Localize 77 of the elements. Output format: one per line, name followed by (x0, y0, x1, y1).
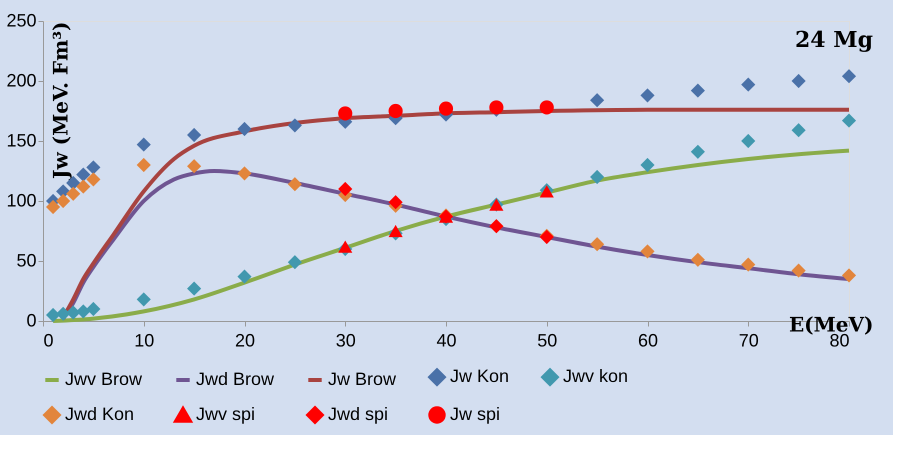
point (136, 138, 151, 152)
x-tick-label: 0 (44, 330, 54, 350)
x-tick-label: 20 (234, 330, 256, 350)
x-tick-label: 50 (537, 330, 558, 350)
point (590, 237, 604, 252)
point (86, 172, 100, 186)
legend-label: Jwv kon (563, 366, 628, 386)
point (842, 69, 856, 84)
x-tick-label: 40 (436, 330, 457, 350)
point (540, 100, 554, 114)
y-tick-label: 50 (16, 250, 36, 270)
point (76, 168, 90, 182)
point (288, 118, 302, 132)
x-tick-label: 30 (336, 330, 356, 350)
point (438, 102, 454, 116)
legend-label: Jwd spi (328, 404, 388, 424)
point (792, 74, 806, 88)
point (640, 88, 655, 102)
point (46, 200, 60, 214)
point (46, 308, 60, 322)
point (640, 158, 655, 172)
point (489, 100, 504, 114)
y-tick-label: 250 (6, 10, 36, 30)
point (76, 304, 90, 318)
point (338, 240, 352, 253)
point (76, 180, 90, 194)
point (86, 160, 100, 174)
point (741, 78, 756, 92)
point (187, 159, 202, 174)
point (388, 224, 403, 238)
legend-label: Jwv spi (196, 404, 256, 424)
point (288, 255, 302, 270)
point (136, 158, 151, 172)
x-tick-label: 70 (738, 330, 759, 350)
point (237, 166, 252, 180)
point (56, 306, 70, 321)
point (792, 264, 806, 278)
point (187, 282, 202, 296)
x-tick-label: 10 (134, 330, 154, 350)
point (741, 258, 756, 272)
point (388, 104, 403, 118)
point (842, 114, 856, 128)
point (338, 106, 352, 120)
point (338, 182, 352, 196)
x-tick-label: 80 (829, 330, 850, 350)
legend-label: Jw Kon (450, 366, 510, 386)
point (690, 144, 705, 159)
point (288, 177, 302, 192)
legend-label: Jwd Kon (65, 404, 134, 424)
point (590, 93, 604, 108)
point (66, 186, 80, 201)
legend-label: Jw Brow (328, 369, 398, 389)
x-tick-label: 60 (638, 330, 658, 350)
point (388, 195, 403, 210)
point (86, 302, 100, 316)
point (690, 84, 705, 98)
point (640, 244, 655, 258)
y-tick-label: 0 (26, 310, 36, 330)
point (237, 122, 252, 136)
point (690, 252, 705, 267)
y-tick-label: 150 (6, 130, 36, 150)
point (741, 134, 756, 148)
chart-title: 24 Mg (794, 27, 873, 53)
y-tick-label: 100 (6, 190, 36, 210)
legend-label: Jwd Brow (196, 369, 276, 389)
point (842, 268, 856, 282)
point (237, 270, 252, 284)
legend-label: Jw spi (450, 404, 500, 424)
legend-label: Jwv Brow (65, 369, 144, 389)
point (56, 194, 70, 208)
point (136, 292, 151, 306)
point (792, 123, 806, 138)
point (590, 170, 604, 184)
y-axis-title: Jw (MeV. Fm³) (48, 22, 72, 181)
point (66, 306, 80, 320)
y-tick-label: 200 (6, 70, 36, 90)
point (187, 128, 202, 142)
